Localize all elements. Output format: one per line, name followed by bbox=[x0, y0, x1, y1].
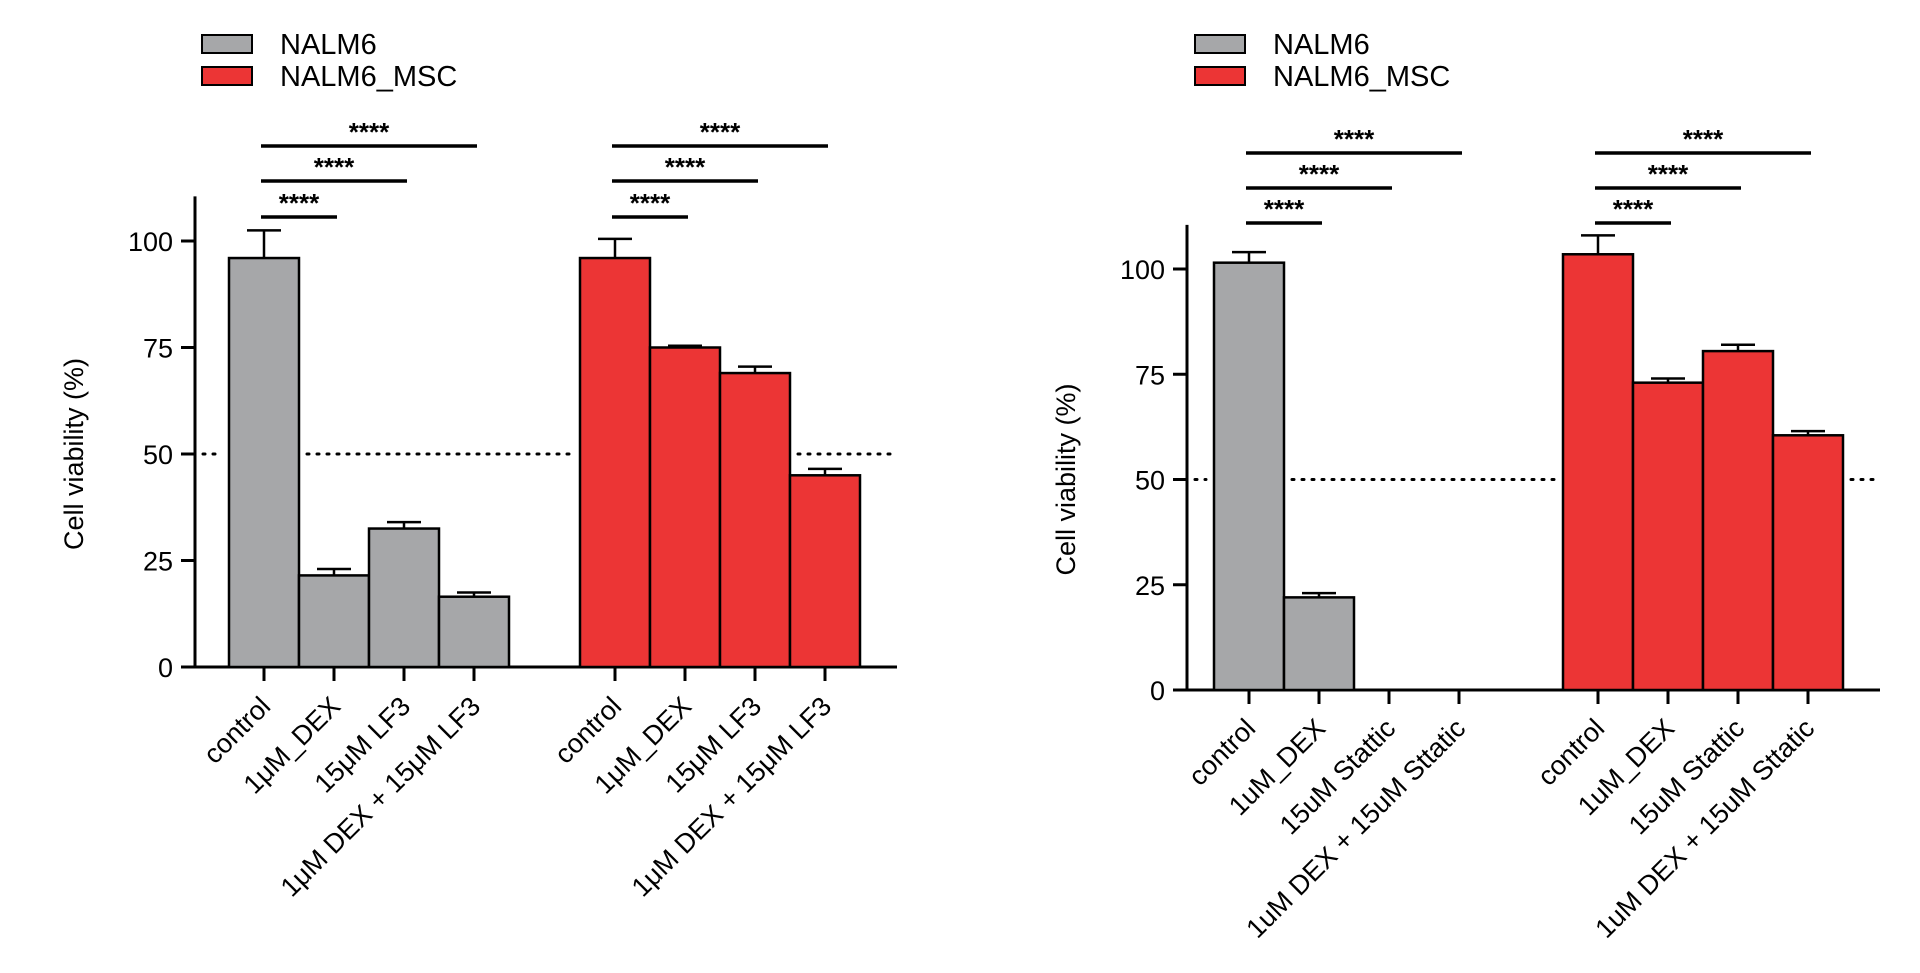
y-tick-label: 0 bbox=[1150, 676, 1165, 706]
legend-swatch bbox=[1194, 66, 1246, 86]
legend-label: NALM6 bbox=[1273, 29, 1370, 61]
bar bbox=[648, 346, 722, 669]
y-tick-label: 75 bbox=[1135, 360, 1165, 390]
legend-label: NALM6_MSC bbox=[1273, 61, 1450, 93]
bar bbox=[578, 256, 652, 669]
bar bbox=[1561, 253, 1635, 692]
bar bbox=[1701, 349, 1775, 692]
bar bbox=[718, 371, 792, 669]
y-tick-label: 0 bbox=[158, 653, 173, 683]
y-tick-label: 25 bbox=[143, 547, 173, 577]
y-tick-label: 75 bbox=[143, 334, 173, 364]
significance-label: **** bbox=[314, 152, 355, 182]
bar bbox=[788, 474, 862, 669]
legend-swatch bbox=[1194, 34, 1246, 54]
y-tick-label: 25 bbox=[1135, 571, 1165, 601]
bar bbox=[367, 527, 441, 669]
significance-label: **** bbox=[1299, 159, 1340, 189]
significance-label: **** bbox=[1613, 194, 1654, 224]
significance-label: **** bbox=[279, 188, 320, 218]
y-tick-label: 100 bbox=[128, 227, 173, 257]
bar bbox=[297, 574, 371, 669]
legend-swatch bbox=[201, 34, 253, 54]
significance-label: **** bbox=[700, 117, 741, 147]
significance-label: **** bbox=[665, 152, 706, 182]
y-axis-title: Cell viability (%) bbox=[59, 358, 89, 550]
y-tick-label: 50 bbox=[1135, 466, 1165, 496]
bar bbox=[437, 595, 511, 669]
significance-label: **** bbox=[1334, 124, 1375, 154]
significance-label: **** bbox=[1683, 124, 1724, 154]
significance-label: **** bbox=[1264, 194, 1305, 224]
significance-label: **** bbox=[349, 117, 390, 147]
y-tick-label: 50 bbox=[143, 440, 173, 470]
legend-label: NALM6_MSC bbox=[280, 61, 457, 93]
bar bbox=[1212, 261, 1286, 692]
bar bbox=[227, 256, 301, 669]
bar bbox=[1771, 434, 1845, 692]
bar bbox=[1282, 596, 1356, 692]
legend-label: NALM6 bbox=[280, 29, 377, 61]
y-axis-title: Cell viability (%) bbox=[1051, 383, 1081, 575]
bar bbox=[1631, 381, 1705, 692]
significance-label: **** bbox=[630, 188, 671, 218]
y-tick-label: 100 bbox=[1120, 255, 1165, 285]
legend-swatch bbox=[201, 66, 253, 86]
significance-label: **** bbox=[1648, 159, 1689, 189]
